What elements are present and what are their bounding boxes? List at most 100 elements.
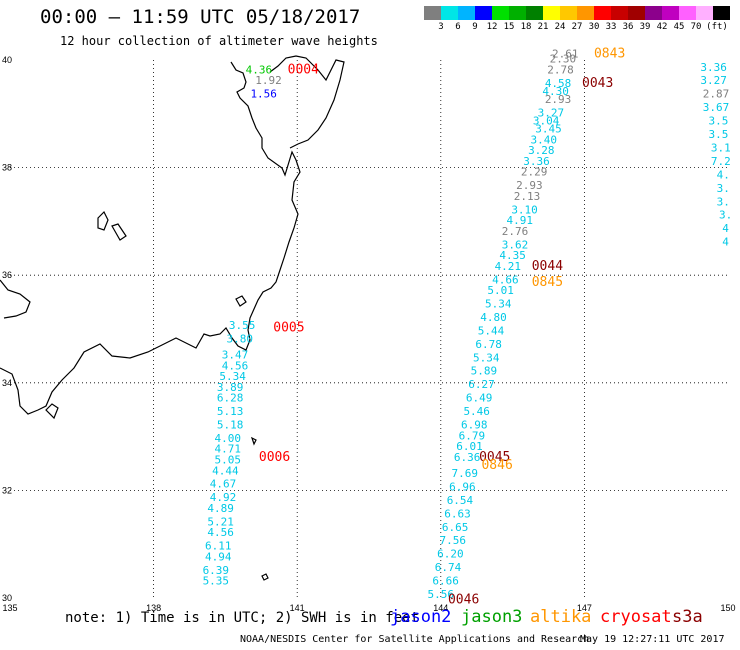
map-title: 00:00 – 11:59 UTC 05/18/2017	[40, 6, 361, 28]
credit-line: NOAA/NESDIS Center for Satellite Applica…	[240, 634, 590, 645]
color-swatch-3	[475, 6, 492, 20]
lon-tick-label: 135	[2, 603, 17, 613]
wave-height-value: 4.56	[222, 359, 249, 372]
wave-height-value: 4.71	[215, 443, 242, 456]
wave-height-value: 3.10	[511, 203, 538, 216]
wave-height-value: 4.21	[495, 260, 522, 273]
wave-height-value: 4	[722, 222, 729, 235]
wave-height-value: 4.36	[246, 63, 273, 76]
lon-tick-label: 144	[433, 603, 448, 613]
noto-tip	[45, 403, 59, 420]
wave-height-value: 3.	[719, 209, 732, 222]
lat-tick-label: 34	[2, 378, 12, 388]
wave-height-value: 1.92	[255, 74, 282, 87]
wave-height-value: 3.27	[700, 74, 727, 87]
color-swatch-9	[577, 6, 594, 20]
pass-time-label: 0845	[532, 275, 563, 290]
color-scale-label: 9	[472, 22, 478, 32]
color-scale-label: 70	[690, 22, 702, 32]
wave-height-value: 4.91	[507, 214, 534, 227]
wave-height-value: 6.54	[447, 494, 474, 507]
color-swatch-1	[441, 6, 458, 20]
wave-height-value: 6.65	[442, 521, 469, 534]
lat-lon-grid	[10, 60, 728, 598]
wave-height-value: 3.62	[502, 238, 529, 251]
color-scale-label: 24	[554, 22, 566, 32]
wave-height-value: 5.56	[428, 588, 455, 601]
wave-height-value: 4.67	[210, 478, 237, 491]
wave-height-value: 4.	[717, 168, 730, 181]
color-swatch-11	[611, 6, 628, 20]
color-swatch-15	[679, 6, 696, 20]
wave-height-value: 5.18	[217, 419, 244, 432]
pass-time-label: 0045	[479, 450, 510, 465]
color-swatch-8	[560, 6, 577, 20]
wave-height-value: 2.13	[514, 190, 541, 203]
wave-height-value: 3.89	[217, 381, 244, 394]
wave-height-value: 6.28	[217, 392, 244, 405]
notes-text: note: 1) Time is in UTC; 2) SWH is in fe…	[65, 610, 420, 626]
wave-height-value: 6.79	[459, 429, 486, 442]
islet-3	[250, 436, 257, 446]
wave-height-value: 3.5	[708, 115, 728, 128]
wave-height-value: 5.21	[207, 515, 234, 528]
wave-height-value: 3.47	[222, 349, 249, 362]
color-scale-label: 45	[673, 22, 685, 32]
color-swatch-0	[424, 6, 441, 20]
wave-height-value: 5.89	[471, 365, 498, 378]
wave-height-value: 3.27	[538, 106, 565, 119]
color-swatch-12	[628, 6, 645, 20]
color-scale-label: 12	[486, 22, 498, 32]
pass-time-label: 0044	[532, 259, 563, 274]
legend-cryosat: cryosat	[600, 607, 672, 627]
wave-height-value: 1.56	[250, 88, 277, 101]
axis-tick-labels: 135 138 141 144 147 150 40 38 36 34 32 30	[2, 55, 736, 613]
wave-height-value: 3.04	[533, 115, 560, 128]
color-scale-label: 30	[588, 22, 600, 32]
color-scale-label: (ft)	[706, 22, 728, 32]
color-scale-label: 3	[438, 22, 444, 32]
lat-tick-label: 38	[2, 163, 12, 173]
pass-time-label: 0846	[481, 458, 512, 473]
islet-2	[261, 573, 269, 581]
color-scale-labels: 3 6 9 12 15 18 21 24 27 30 33 36 39 42 45 70 (ft)	[424, 22, 740, 34]
color-scale-label: 42	[656, 22, 668, 32]
satellite-tracks: 4.361.921.563.553.803.474.565.343.896.28…	[203, 46, 733, 607]
wave-height-value: 3.28	[528, 144, 555, 157]
wave-height-value: 5.05	[215, 454, 242, 467]
wave-height-value: 2.93	[545, 93, 572, 106]
wave-height-value: 2.78	[547, 63, 574, 76]
wave-height-value: 4.92	[210, 491, 237, 504]
pass-time-label: 0046	[448, 592, 479, 607]
lon-tick-label: 138	[146, 603, 161, 613]
wave-height-value: 6.27	[468, 378, 495, 391]
color-swatch-7	[543, 6, 560, 20]
lat-tick-label: 40	[2, 55, 12, 65]
wave-height-value: 6.74	[435, 561, 462, 574]
lat-tick-label: 36	[2, 270, 12, 280]
wave-height-value: 6.11	[205, 540, 232, 553]
pass-time-label: 0004	[288, 62, 319, 77]
wave-height-value: 5.35	[203, 575, 230, 588]
pass-time-label: 0843	[594, 46, 625, 61]
sado-island	[97, 210, 109, 231]
wave-height-value: 6.78	[475, 338, 502, 351]
wave-height-value: 3.80	[227, 332, 254, 345]
wave-height-value: 3.5	[708, 128, 728, 141]
wave-height-value: 6.66	[432, 575, 459, 588]
wave-height-value: 7.2	[711, 155, 731, 168]
color-scale-label: 21	[537, 22, 549, 32]
pass-time-label: 0006	[259, 450, 290, 465]
color-scale-label: 39	[639, 22, 651, 32]
peninsula	[0, 279, 31, 319]
wave-height-value: 4.66	[492, 273, 519, 286]
wave-height-value: 5.44	[478, 324, 505, 337]
color-swatch-14	[662, 6, 679, 20]
legend-s3a: s3a	[672, 607, 703, 627]
wave-height-value: 5.34	[485, 297, 512, 310]
wave-height-value: 5.13	[217, 405, 244, 418]
color-swatch-13	[645, 6, 662, 20]
wave-height-value: 3.	[717, 195, 730, 208]
pass-time-label: 0043	[582, 76, 613, 91]
